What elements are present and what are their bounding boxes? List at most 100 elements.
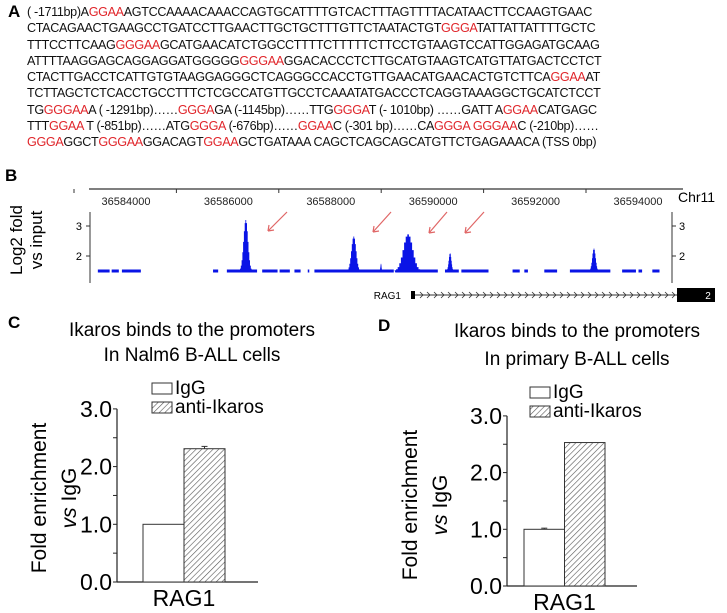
ikaros-binding-motif: GGAA (49, 119, 84, 134)
ikaros-binding-motif: GGGA (27, 135, 64, 150)
sequence-text: ( -1711bp)A (27, 5, 89, 19)
ikaros-binding-motif: GGGAA (43, 102, 89, 117)
sequence-text: C (-210bp)…… (517, 119, 599, 134)
y-tick-label-right: 2 (679, 251, 685, 263)
y-axis-label-line2: vs IgG (58, 468, 81, 529)
sequence-text: A ( -1291bp)…… (88, 102, 178, 117)
ikaros-binding-motif: GGAA (550, 70, 586, 85)
coverage-segment (461, 269, 489, 273)
rag1-promoter-sequence: ( -1711bp)AGGAAAGTCCAAAACAAACCAGTGCATTTT… (27, 4, 717, 151)
bar-anti-ikaros (564, 442, 606, 587)
ikaros-binding-motif: GGGAA (98, 135, 143, 150)
coverage-segment (544, 269, 558, 273)
panel-label-c: C (8, 313, 21, 332)
y-tick-label: 0.0 (470, 573, 502, 599)
coverage-segment (279, 269, 290, 273)
sequence-line: GGGAGGCTGGGAAGGACAGTGGAAGCTGATAAA CAGCTC… (27, 134, 717, 150)
y-tick-label: 1.0 (470, 516, 502, 542)
exon-label: 2 (705, 291, 711, 302)
strand-chevron-icon (559, 291, 564, 299)
legend-swatch (151, 401, 173, 414)
strand-chevron-icon (552, 291, 557, 299)
strand-chevron-icon (538, 291, 543, 299)
ikaros-binding-motif: GGAA (88, 5, 124, 19)
sequence-text: ATTTTAAGGAGCAGGAGGATGGGGG (27, 53, 240, 68)
track-ylabel-line1: Log2 fold (7, 205, 26, 275)
strand-chevron-icon (594, 291, 599, 299)
sequence-line: CTACTTGACCTCATTGTGTAAGGAGGGCTCAGGGCCACCT… (27, 69, 717, 85)
sequence-line: TTTCCTTCAAGGGGAAGCATGAACATCTGGCCTTTTCTTT… (27, 37, 717, 53)
sequence-line: TGGGGAAA ( -1291bp)……GGGAGA (-1145bp)……T… (27, 102, 717, 118)
ikaros-binding-motif: GGAA (502, 102, 538, 117)
chromosome-label: Chr11 (678, 189, 715, 205)
x-tick-label: 36594000 (614, 196, 663, 208)
strand-chevron-icon (643, 291, 648, 299)
strand-chevron-icon (489, 291, 494, 299)
strand-chevron-icon (615, 291, 620, 299)
coverage-segment (622, 269, 636, 273)
sequence-text: GGACAGT (142, 135, 204, 150)
legend-label: IgG (175, 378, 206, 399)
chip-peak (239, 220, 253, 273)
strand-chevron-icon (671, 291, 676, 299)
strand-chevron-icon (461, 291, 466, 299)
sequence-text: CTACAGAACTGAAGCCTGATCCTTGAACTTGCTGCTTTGT… (27, 21, 442, 36)
strand-chevron-icon (601, 291, 606, 299)
sequence-text: GCATGAACATCTGGCCTTTTCTTTTTCTTCCTGTAAGTCC… (159, 37, 600, 52)
strand-chevron-icon (426, 291, 431, 299)
strand-chevron-icon (664, 291, 669, 299)
chart-c-title-line2: In Nalm6 B-ALL cells (104, 345, 281, 366)
y-tick-label: 2.0 (470, 460, 502, 486)
chart-c-title-line1: Ikaros binds to the promoters (69, 320, 315, 341)
x-tick-label: 36584000 (102, 196, 151, 208)
chip-peak (379, 263, 383, 273)
strand-chevron-icon (419, 291, 424, 299)
ikaros-binding-motif: GGAA (297, 119, 333, 134)
sequence-text: GGCT (63, 135, 99, 150)
sequence-text: CTACTTGACCTCATTGTGTAAGGAGGGCTCAGGGCCACCT… (27, 70, 551, 85)
y-tick-label: 0.0 (80, 569, 112, 595)
coverage-segment (97, 269, 110, 273)
track-ylabel-line2: vs input (27, 210, 46, 269)
coverage-segment (294, 269, 301, 273)
y-axis-label-igg: IgG (429, 475, 452, 515)
sequence-text: AT (585, 70, 600, 85)
strand-chevron-icon (531, 291, 536, 299)
gene-exon-2 (677, 288, 715, 302)
legend-label: anti-Ikaros (175, 397, 264, 418)
ikaros-binding-motif: GGGA (189, 119, 226, 134)
panel-label-b: B (5, 166, 18, 185)
bar-chart-c: Ikaros binds to the promoters In Nalm6 B… (28, 320, 315, 611)
strand-chevron-icon (580, 291, 585, 299)
ikaros-binding-motif: GGGA (434, 119, 470, 134)
y-axis-label-igg: IgG (58, 468, 81, 508)
strand-chevron-icon (468, 291, 473, 299)
legend-swatch (529, 405, 551, 418)
y-tick-label: 3.0 (80, 396, 112, 422)
x-tick-label: 36592000 (511, 196, 560, 208)
strand-chevron-icon (545, 291, 550, 299)
sequence-line: CTACAGAACTGAAGCCTGATCCTTGAACTTGCTGCTTTGT… (27, 20, 717, 36)
coverage-segment (638, 269, 643, 273)
sequence-line: ( -1711bp)AGGAAAGTCCAAAACAAACCAGTGCATTTT… (27, 4, 717, 20)
chip-track-panel: Log2 fold vs input Chr11 36584000 3658600… (7, 188, 715, 302)
sequence-text: GGACACCCTCTTGCATGTAAGTCATGTTATGACTCCTCT (283, 53, 602, 68)
sequence-text: TG (27, 102, 44, 117)
sequence-text: CATGAGC (537, 102, 597, 117)
strand-chevron-icon (517, 291, 522, 299)
x-tick-label: 36588000 (306, 196, 355, 208)
y-axis-label-line2: vs IgG (429, 475, 452, 536)
ikaros-binding-motif: GGGA (333, 102, 369, 117)
coverage-segment (111, 269, 119, 273)
x-tick-label: 36590000 (409, 196, 458, 208)
legend-swatch (151, 382, 173, 395)
arrowhead-icon (267, 224, 275, 232)
chip-peak (347, 236, 361, 273)
strand-chevron-icon (566, 291, 571, 299)
strand-chevron-icon (650, 291, 655, 299)
sequence-text: (-676bp)…… (225, 119, 299, 134)
strand-chevron-icon (454, 291, 459, 299)
chart-d-title-line1: Ikaros binds to the promoters (454, 321, 700, 342)
